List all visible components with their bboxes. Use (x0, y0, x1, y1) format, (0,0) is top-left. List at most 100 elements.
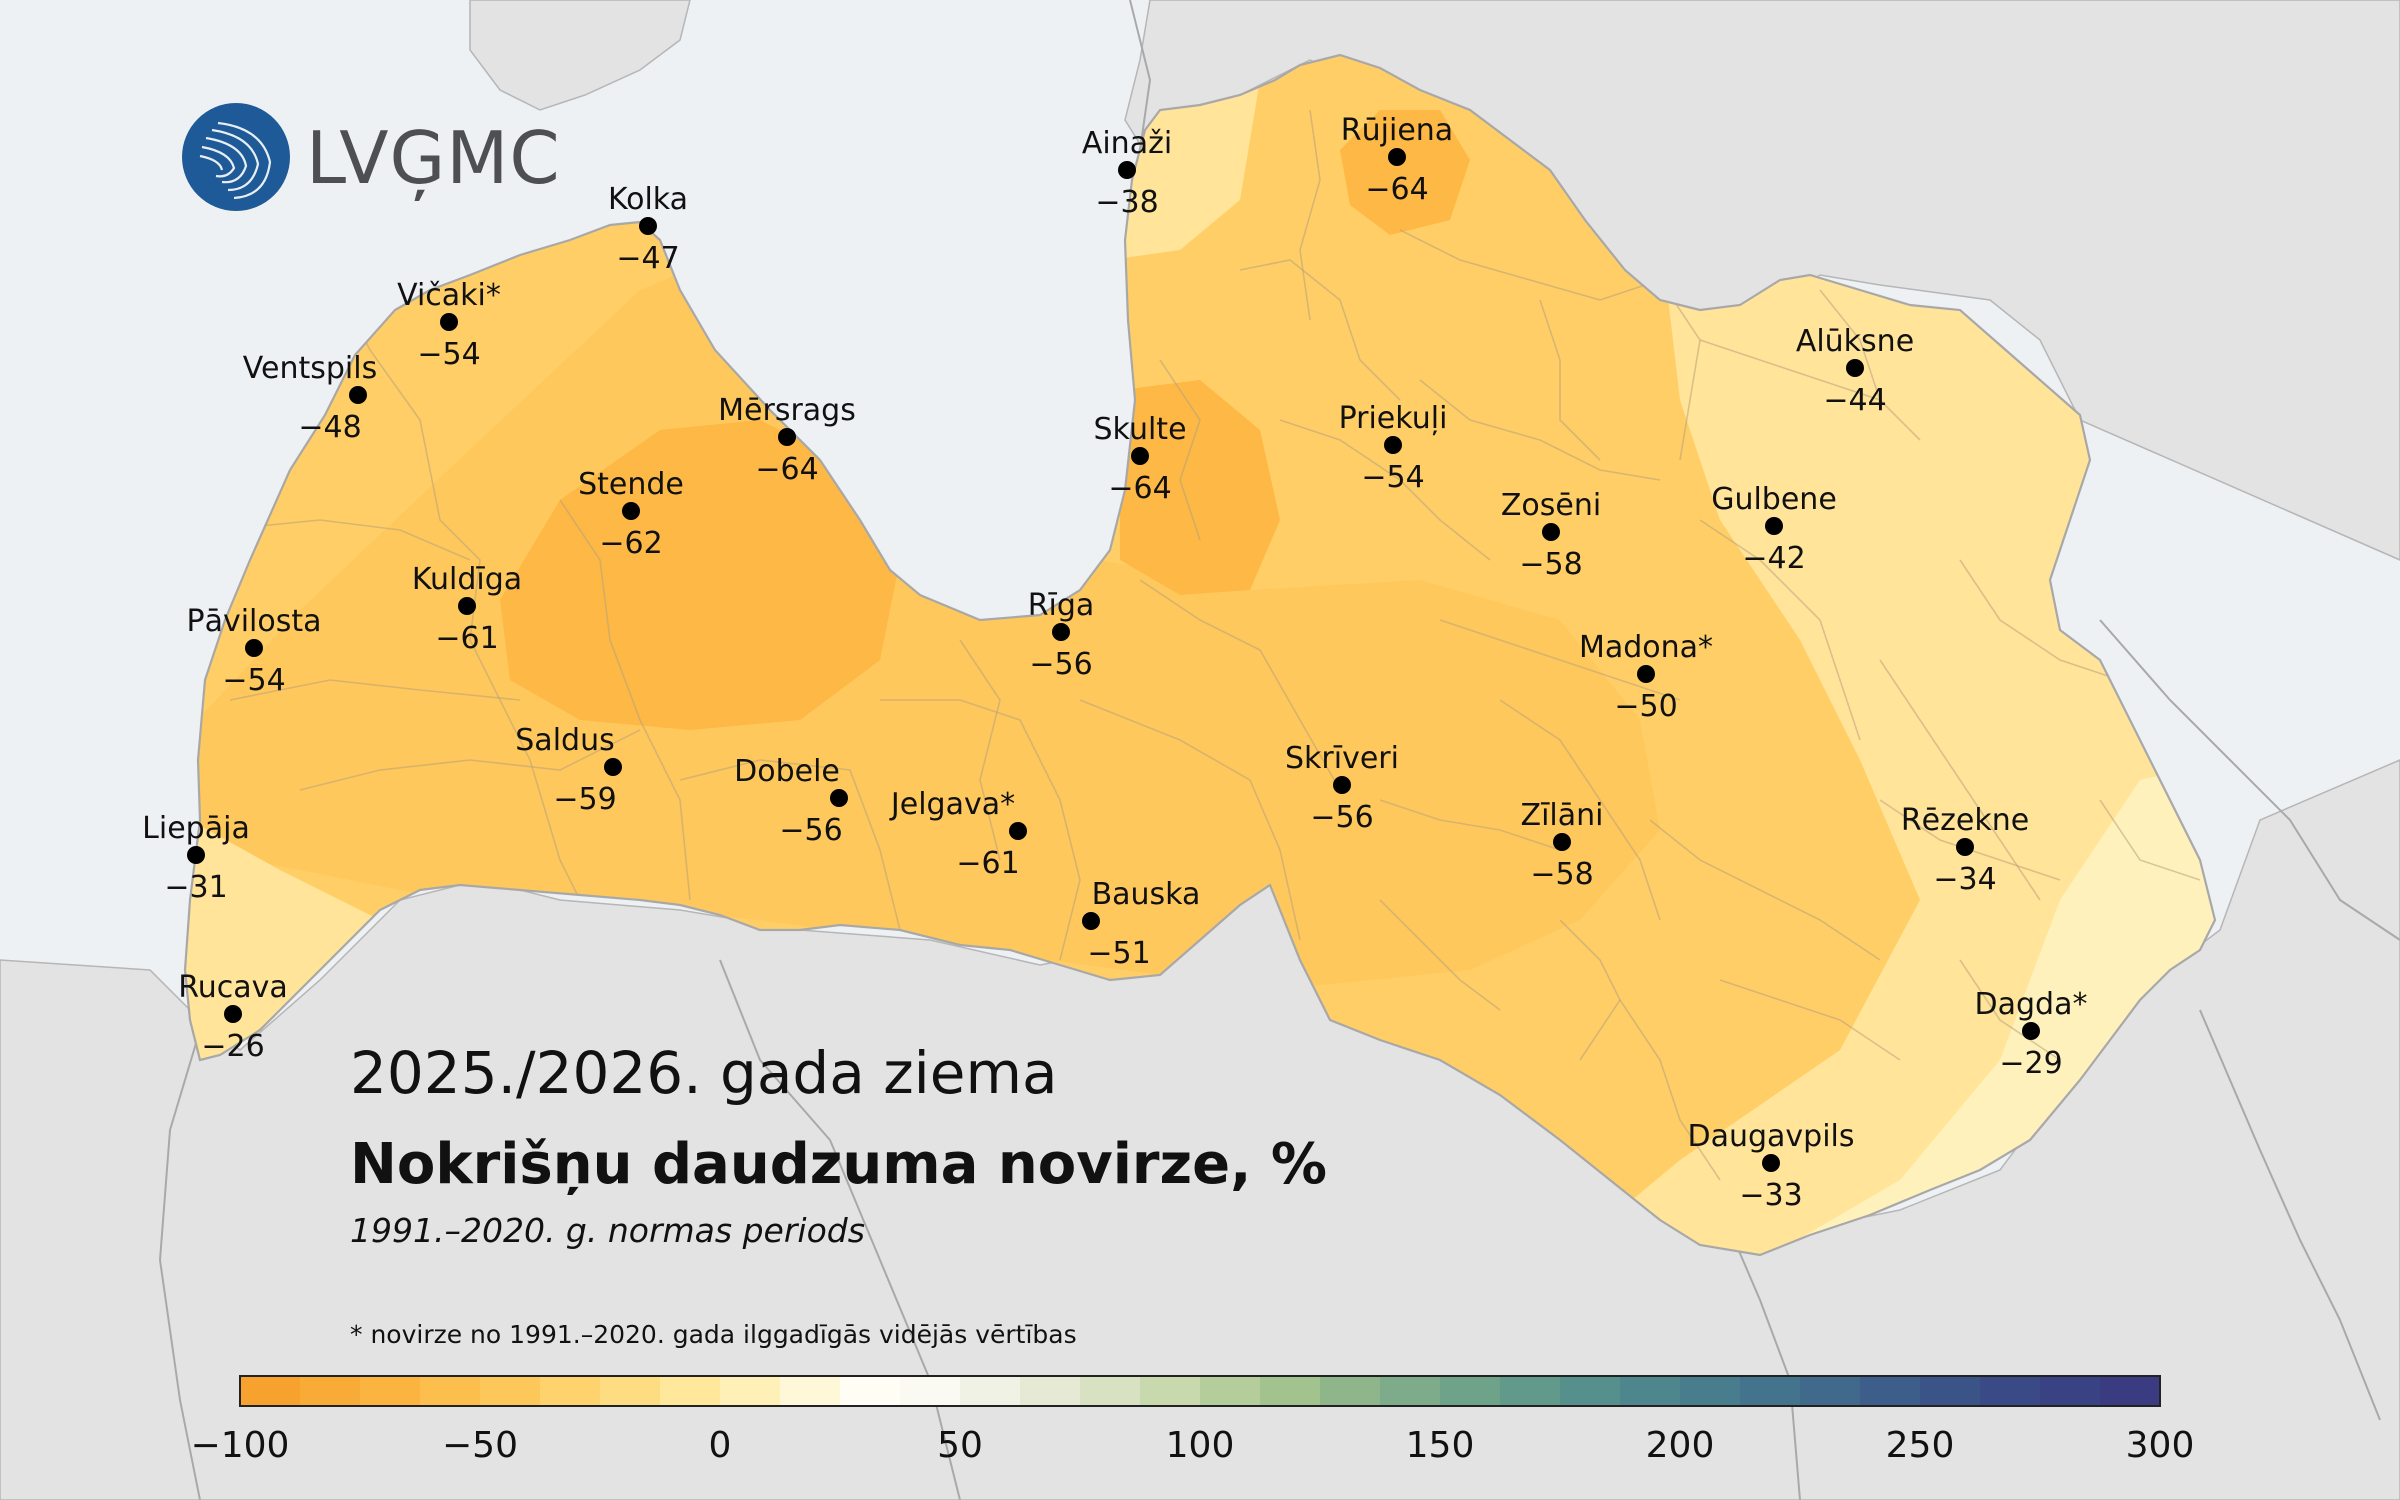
station-value: −54 (417, 337, 480, 372)
station-marker: Ventspils −48 (243, 351, 377, 445)
colorbar-tick-label: 50 (937, 1425, 983, 1466)
colorbar-cell (480, 1376, 541, 1406)
station-dot (1542, 523, 1560, 541)
station-value: −38 (1095, 185, 1158, 220)
colorbar-legend: −100 −50 0 50 100 150 200 250 300 (191, 1375, 2195, 1466)
station-dot (1956, 838, 1974, 856)
zone-strong-deficit-rujiena (1340, 110, 1470, 235)
station-marker: Mērsrags −64 (718, 393, 856, 487)
station-marker: Madona* −50 (1579, 630, 1713, 724)
station-marker: Rūjiena −64 (1341, 113, 1453, 207)
zone-moderate-deficit (185, 240, 1660, 985)
colorbar-cell (960, 1376, 1021, 1406)
station-value: −48 (298, 410, 361, 445)
station-value: −58 (1519, 547, 1582, 582)
station-marker: Zosēni −58 (1501, 488, 1601, 582)
station-value: −33 (1739, 1178, 1802, 1213)
station-dot (1765, 517, 1783, 535)
colorbar-cell (1920, 1376, 1981, 1406)
station-name: Priekuļi (1339, 401, 1448, 436)
station-dot (1082, 912, 1100, 930)
colorbar-cell (720, 1376, 781, 1406)
station-value: −44 (1823, 383, 1886, 418)
colorbar-tick-label: 0 (709, 1425, 732, 1466)
station-marker: Daugavpils −33 (1687, 1119, 1854, 1213)
station-marker: Rucava −26 (178, 970, 288, 1064)
station-name: Skrīveri (1285, 741, 1399, 776)
station-value: −64 (1365, 172, 1428, 207)
station-marker: Rīga −56 (1028, 588, 1095, 682)
colorbar-tick-label: 150 (1406, 1425, 1475, 1466)
station-value: −47 (616, 241, 679, 276)
colorbar-cell (1680, 1376, 1741, 1406)
station-marker: Saldus −59 (515, 723, 622, 817)
station-name: Dagda* (1975, 987, 2088, 1022)
station-name: Kolka (608, 182, 688, 217)
colorbar-cell (360, 1376, 421, 1406)
station-dot (245, 639, 263, 657)
station-marker: Ainaži −38 (1082, 126, 1172, 220)
colorbar-cell (2040, 1376, 2101, 1406)
station-value: −34 (1933, 862, 1996, 897)
station-name: Gulbene (1711, 482, 1837, 517)
station-marker: Priekuļi −54 (1339, 401, 1448, 495)
station-marker: Dagda* −29 (1975, 987, 2088, 1081)
station-dot (458, 597, 476, 615)
station-marker: Kolka −47 (608, 182, 688, 276)
station-value: −61 (956, 846, 1019, 881)
station-marker: Stende −62 (578, 467, 684, 561)
station-value: −59 (553, 782, 616, 817)
station-value: −56 (1310, 800, 1373, 835)
colorbar-cell (420, 1376, 481, 1406)
colorbar-cell (1140, 1376, 1201, 1406)
station-dot (1052, 623, 1070, 641)
station-marker: Alūksne −44 (1796, 324, 1914, 418)
station-name: Zīlāni (1521, 798, 1604, 833)
station-name: Rīga (1028, 588, 1095, 623)
station-name: Ventspils (243, 351, 377, 386)
station-dot (622, 502, 640, 520)
colorbar-tick-label: −100 (191, 1425, 290, 1466)
station-name: Bauska (1092, 877, 1201, 912)
stations: Kolka −47 Vičaki* −54 Ventspils −48 Mērsrags −6… (142, 113, 2087, 1213)
station-marker: Kuldīga −61 (412, 562, 522, 656)
station-marker: Liepāja −31 (142, 811, 250, 905)
station-dot (830, 789, 848, 807)
station-dot (1009, 822, 1027, 840)
station-marker: Dobele −56 (734, 754, 848, 848)
station-name: Stende (578, 467, 684, 502)
colorbar-frame (239, 1375, 2161, 1407)
station-dot (187, 846, 205, 864)
colorbar-cell (240, 1376, 301, 1406)
colorbar-cell (1260, 1376, 1321, 1406)
station-name: Dobele (734, 754, 840, 789)
colorbar-cell (2100, 1376, 2161, 1406)
normal-period-subtitle: 1991.–2020. g. normas periods (350, 1211, 865, 1250)
colorbar-cell (600, 1376, 661, 1406)
station-value: −51 (1087, 936, 1150, 971)
colorbar-cell (1740, 1376, 1801, 1406)
station-name: Vičaki* (397, 278, 501, 313)
station-name: Saldus (515, 723, 614, 758)
colorbar-cell (1440, 1376, 1501, 1406)
station-name: Liepāja (142, 811, 250, 846)
zone-light-deficit-liepaja (185, 770, 380, 1100)
colorbar-tick-label: 100 (1166, 1425, 1235, 1466)
colorbar-cell (300, 1376, 361, 1406)
lvgmc-logo-text: LVĢMC (306, 116, 561, 201)
station-marker: Zīlāni −58 (1521, 798, 1604, 892)
station-marker: Skulte −64 (1093, 412, 1186, 506)
station-marker: Rēzekne −34 (1901, 803, 2029, 897)
colorbar-ticks: −100 −50 0 50 100 150 200 250 300 (191, 1425, 2195, 1466)
station-value: −54 (1361, 460, 1424, 495)
station-value: −56 (779, 813, 842, 848)
station-dot (440, 313, 458, 331)
station-dot (1762, 1154, 1780, 1172)
colorbar-cell (1320, 1376, 1381, 1406)
station-value: −31 (164, 870, 227, 905)
station-name: Kuldīga (412, 562, 522, 597)
footnote: * novirze no 1991.–2020. gada ilggadīgās… (350, 1320, 1077, 1349)
colorbar-cell (540, 1376, 601, 1406)
colorbar-cell (1800, 1376, 1861, 1406)
